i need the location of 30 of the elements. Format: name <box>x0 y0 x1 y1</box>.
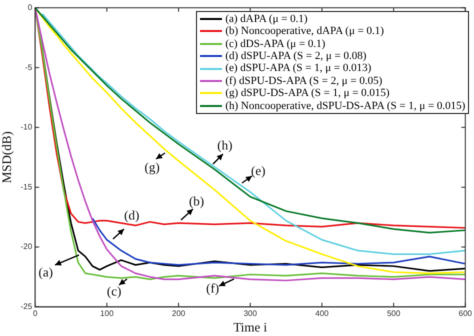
x-axis-title: Time i <box>233 320 268 335</box>
y-tick-label: -20 <box>20 242 33 252</box>
legend-label: (c) dDS-APA (μ = 0.1) <box>225 38 326 50</box>
y-tick-label: -5 <box>25 62 33 72</box>
legend-label: (e) dSPU-APA (S = 1, μ = 0.013) <box>225 62 372 75</box>
annotation: (f) <box>206 280 220 296</box>
x-tick-label: 300 <box>244 308 258 318</box>
legend-label: (f) dSPU-DS-APA (S = 2, μ = 0.05) <box>225 74 382 88</box>
legend-label: (g) dSPU-DS-APA (S = 1, μ = 0.015) <box>225 87 390 100</box>
y-tick-label: -15 <box>20 182 33 192</box>
annotation: (e) <box>250 163 266 178</box>
legend-label: (d) dSPU-APA (S = 2, μ = 0.08) <box>225 50 366 62</box>
legend-label: (a) dAPA (μ = 0.1) <box>225 12 308 26</box>
annotation: (c) <box>106 283 122 298</box>
x-tick-label: 500 <box>386 308 401 318</box>
annotation: (b) <box>188 194 204 208</box>
legend-label: (b) Noncooperative, dAPA (μ = 0.1) <box>225 25 384 38</box>
x-tick-label: 100 <box>100 308 114 318</box>
annotation: (d) <box>124 208 140 223</box>
y-axis-title: MSD(dB) <box>0 131 14 184</box>
annotation: (g) <box>144 160 160 175</box>
annotation: (a) <box>38 264 53 280</box>
legend-label: (h) Noncooperative, dSPU-DS-APA (S = 1, μ = 0.015) <box>225 100 466 112</box>
x-tick-label: 400 <box>315 308 330 318</box>
x-tick-label: 600 <box>458 308 473 318</box>
y-tick-label: -25 <box>20 302 33 312</box>
y-tick-label: 0 <box>28 3 33 12</box>
annotation: (h) <box>217 137 232 152</box>
x-tick-label: 200 <box>172 308 186 318</box>
y-tick-label: -10 <box>20 122 33 132</box>
